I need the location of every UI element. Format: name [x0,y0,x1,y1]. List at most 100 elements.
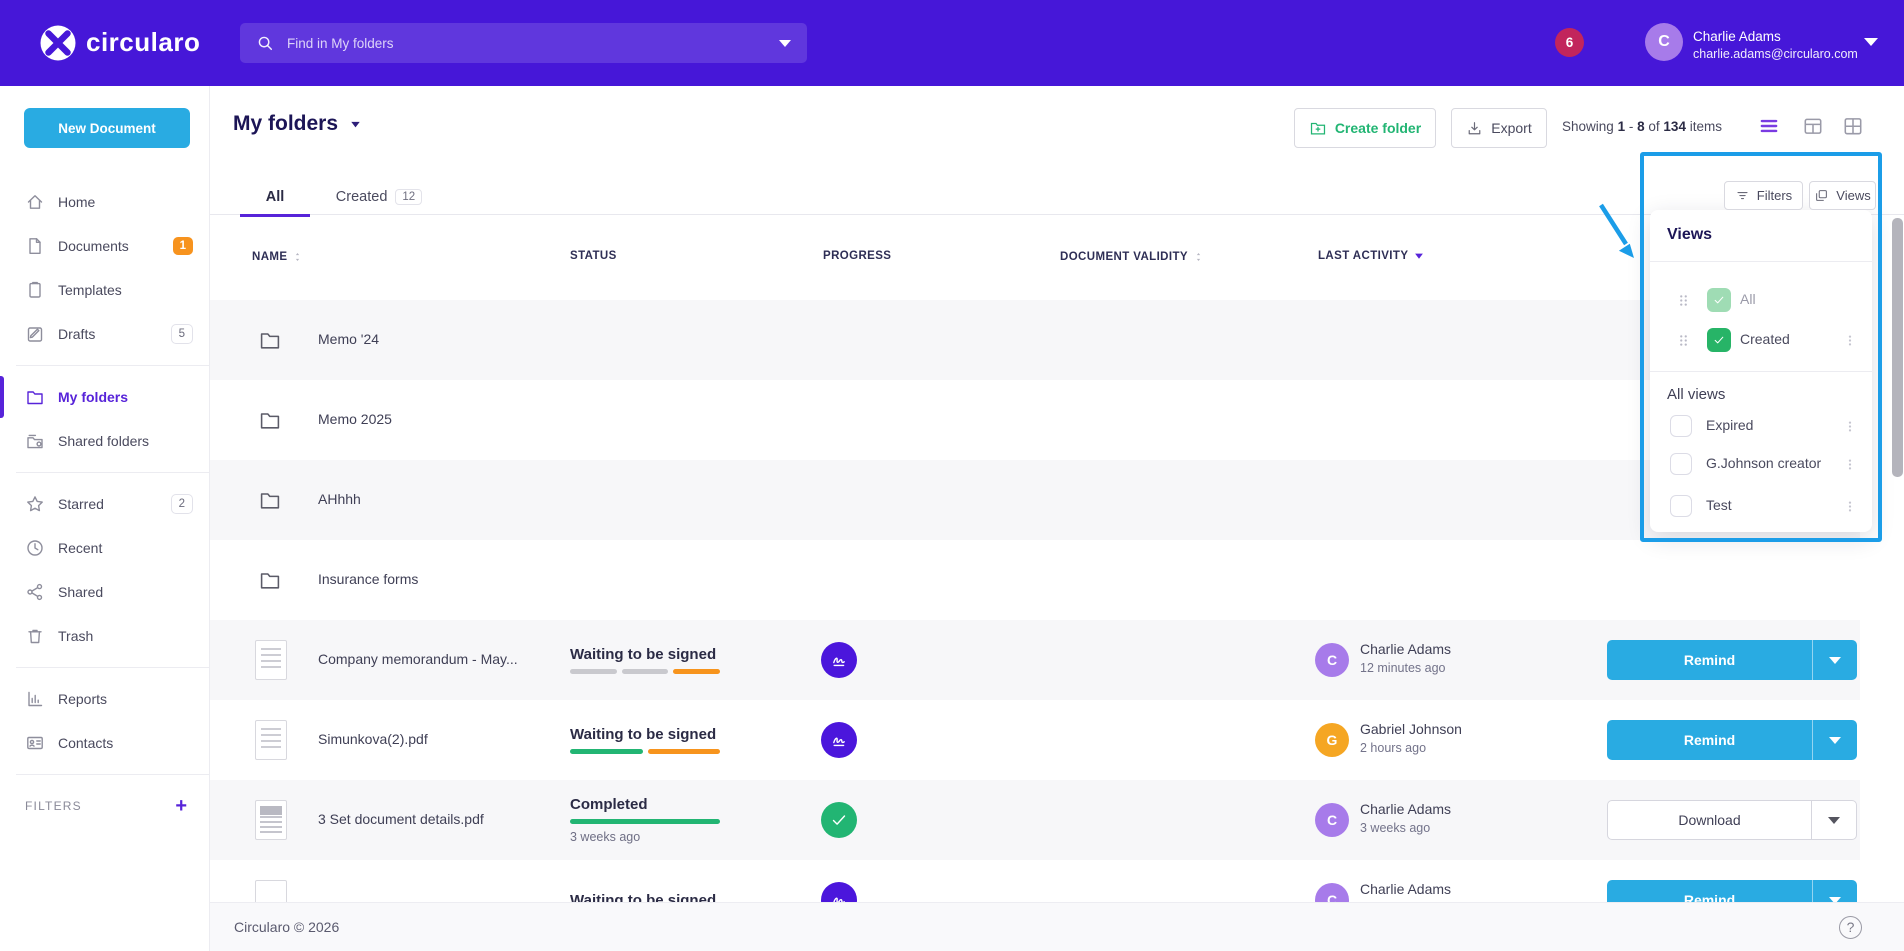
sidebar-divider [16,774,209,775]
action-button-label[interactable]: Remind [1683,732,1736,748]
action-dropdown-button[interactable] [1812,880,1857,902]
drag-handle-icon[interactable] [1676,332,1691,349]
drag-handle-icon[interactable] [1676,292,1691,309]
view-checkbox[interactable] [1670,495,1692,517]
view-checkbox[interactable] [1707,328,1731,352]
search-scope-caret-icon[interactable] [779,39,791,47]
action-dropdown-button[interactable] [1812,720,1857,760]
item-name[interactable]: Simunkova(2).pdf [318,731,428,747]
sidebar-item-documents[interactable]: Documents 1 [0,224,209,268]
progress-check-badge [821,802,857,838]
global-search[interactable] [240,23,807,63]
list-view-button[interactable] [1757,114,1781,138]
tab-all[interactable]: All [240,178,310,217]
sidebar-item-recent[interactable]: Recent [0,526,209,570]
download-button[interactable]: Download [1607,800,1857,840]
column-header-last-activity[interactable]: LAST ACTIVITY [1318,250,1425,262]
list-view-icon [1760,119,1778,133]
table-row[interactable]: Insurance forms [210,540,1860,620]
table-row[interactable]: Simunkova(2).pdf Waiting to be signed G Gab… [210,700,1860,780]
page-title[interactable]: My folders [233,112,362,136]
action-button-label[interactable]: Download [1678,812,1741,828]
table-row[interactable]: Memo '24 [210,300,1860,380]
remind-button[interactable]: Remind [1607,640,1857,680]
table-row[interactable]: AHhhh [210,460,1860,540]
view-checkbox[interactable] [1707,288,1731,312]
add-filter-button[interactable]: + [175,795,187,817]
item-name[interactable]: Company memorandum - May... [318,651,518,667]
view-item-expired[interactable]: Expired [1650,408,1872,444]
avatar: C [1315,643,1349,677]
table-row[interactable]: Waiting to be signed C Charlie Adams Remind [210,860,1860,902]
sidebar-item-label: Shared [58,584,104,600]
avatar: C [1315,803,1349,837]
status-progress-bar [570,749,720,754]
column-header-document-validity[interactable]: DOCUMENT VALIDITY [1060,250,1204,264]
view-checkbox[interactable] [1670,453,1692,475]
table-row[interactable]: Memo 2025 [210,380,1860,460]
kebab-menu-icon[interactable] [1843,456,1857,473]
sidebar-item-my-folders[interactable]: My folders [0,375,209,419]
tab-created[interactable]: Created 12 [314,178,444,215]
sidebar-divider [16,365,209,366]
kebab-menu-icon[interactable] [1843,498,1857,515]
sidebar-item-starred[interactable]: Starred 2 [0,482,209,526]
table-view-button[interactable] [1801,114,1825,138]
view-checkbox[interactable] [1670,415,1692,437]
trash-icon [28,629,42,644]
action-button-label[interactable]: Remind [1683,892,1736,902]
search-input[interactable] [287,35,769,51]
sidebar-item-templates[interactable]: Templates [0,268,209,312]
notification-badge[interactable]: 6 [1555,28,1584,57]
check-icon [1714,336,1724,344]
kebab-menu-icon[interactable] [1843,418,1857,435]
view-label: Created [1740,331,1790,347]
views-button[interactable]: Views [1809,181,1876,210]
view-item-g-johnson-creator[interactable]: G.Johnson creator [1650,446,1872,482]
help-button[interactable]: ? [1839,915,1862,939]
item-name[interactable]: Memo '24 [318,331,380,347]
sidebar-item-reports[interactable]: Reports [0,677,209,721]
view-item-created[interactable]: Created [1650,322,1872,358]
view-item-test[interactable]: Test [1650,488,1872,524]
status-progress-bar [570,819,720,824]
sort-desc-icon[interactable] [1413,250,1425,262]
user-avatar[interactable]: C [1645,23,1683,61]
table-row[interactable]: 3 Set document details.pdf Completed 3 wee… [210,780,1860,860]
column-header-progress[interactable]: PROGRESS [823,250,891,262]
folder-icon [260,573,280,589]
item-name[interactable]: Insurance forms [318,571,419,587]
filters-button[interactable]: Filters [1724,181,1803,210]
sidebar-item-contacts[interactable]: Contacts [0,721,209,765]
grid-view-button[interactable] [1841,114,1865,138]
sidebar-item-drafts[interactable]: Drafts 5 [0,312,209,356]
action-dropdown-button[interactable] [1812,640,1857,680]
remind-button[interactable]: Remind [1607,880,1857,902]
sidebar-item-home[interactable]: Home [0,180,209,224]
sidebar-item-shared[interactable]: Shared [0,570,209,614]
action-dropdown-button[interactable] [1811,801,1856,839]
sidebar-item-trash[interactable]: Trash [0,614,209,658]
share-icon [27,583,43,601]
export-button[interactable]: Export [1451,108,1547,148]
user-menu-caret-icon[interactable] [1864,38,1878,46]
scrollbar-thumb[interactable] [1892,218,1903,477]
kebab-menu-icon[interactable] [1843,332,1857,349]
item-name[interactable]: Memo 2025 [318,411,392,427]
sidebar-filters-row: FILTERS + [0,784,209,828]
sidebar-item-shared-folders[interactable]: Shared folders [0,419,209,463]
column-header-status[interactable]: STATUS [570,250,617,262]
all-views-label: All views [1667,386,1726,403]
sort-icon[interactable] [292,250,303,264]
sort-icon[interactable] [1193,250,1204,264]
column-header-name[interactable]: NAME [252,250,303,264]
new-document-button[interactable]: New Document [24,108,190,148]
action-button-label[interactable]: Remind [1683,652,1736,668]
top-bar: circularo 6 C Charlie Adams charlie.adam… [0,0,1904,86]
view-item-all[interactable]: All [1650,282,1872,318]
create-folder-button[interactable]: Create folder [1294,108,1436,148]
remind-button[interactable]: Remind [1607,720,1857,760]
table-row[interactable]: Company memorandum - May... Waiting to be… [210,620,1860,700]
item-name[interactable]: 3 Set document details.pdf [318,811,484,827]
item-name[interactable]: AHhhh [318,491,361,507]
